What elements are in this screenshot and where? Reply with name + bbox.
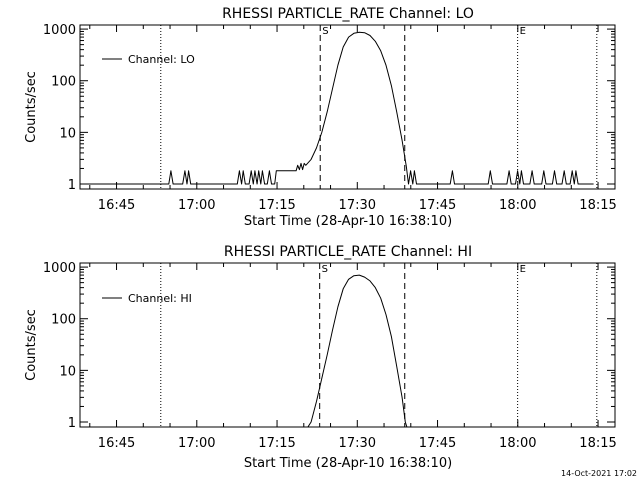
y-tick-label: 1 — [68, 178, 76, 193]
x-tick-label: 17:15 — [258, 436, 295, 451]
y-axis-label: Counts/sec — [24, 71, 39, 143]
series-line-lo — [80, 31, 594, 185]
y-axis-label: Counts/sec — [24, 309, 39, 381]
marker-label-E: E — [520, 264, 526, 275]
y-axis-ticks: 1 10 100 1000 — [43, 261, 615, 431]
x-tick-label: 18:00 — [499, 198, 536, 213]
y-tick-label: 1000 — [43, 261, 76, 276]
x-tick-label: 17:15 — [258, 198, 295, 213]
footer-timestamp: 14-Oct-2021 17:02 — [561, 469, 637, 478]
legend-label: Channel: HI — [128, 292, 192, 305]
x-tick-label: 18:15 — [579, 436, 616, 451]
x-tick-label: 17:30 — [339, 198, 376, 213]
chart-title: RHESSI PARTICLE_RATE Channel: LO — [222, 6, 474, 22]
marker-label-S: S — [322, 264, 328, 275]
x-tick-label: 17:30 — [339, 436, 376, 451]
marker-label-S: S — [322, 26, 328, 37]
x-tick-label: 18:15 — [579, 198, 616, 213]
plot-frame — [79, 24, 616, 190]
x-axis-ticks: 16:45 17:00 17:15 17:30 17:45 18:00 18:15 — [89, 263, 617, 451]
y-tick-label: 100 — [51, 313, 76, 328]
x-axis-label: Start Time (28-Apr-10 16:38:10) — [244, 214, 452, 229]
y-tick-label: 1 — [68, 416, 76, 431]
marker-label-E: E — [520, 26, 526, 37]
y-tick-label: 100 — [51, 75, 76, 90]
series-layer — [80, 31, 594, 185]
plot-frame — [79, 262, 616, 428]
y-tick-label: 10 — [59, 364, 76, 379]
x-tick-label: 18:00 — [499, 436, 536, 451]
x-axis-ticks: 16:45 17:00 17:15 17:30 17:45 18:00 18:15 — [89, 25, 617, 213]
series-layer — [307, 274, 408, 428]
legend-label: Channel: LO — [128, 53, 195, 66]
series-line-hi — [307, 274, 408, 428]
x-tick-label: 17:45 — [419, 436, 456, 451]
x-tick-label: 17:00 — [178, 198, 215, 213]
x-tick-label: 16:45 — [98, 198, 135, 213]
x-tick-label: 17:00 — [178, 436, 215, 451]
x-tick-label: 17:45 — [419, 198, 456, 213]
chart-title: RHESSI PARTICLE_RATE Channel: HI — [224, 244, 472, 260]
y-tick-label: 1000 — [43, 23, 76, 38]
y-tick-label: 10 — [59, 126, 76, 141]
x-axis-label: Start Time (28-Apr-10 16:38:10) — [244, 456, 452, 471]
x-tick-label: 16:45 — [98, 436, 135, 451]
